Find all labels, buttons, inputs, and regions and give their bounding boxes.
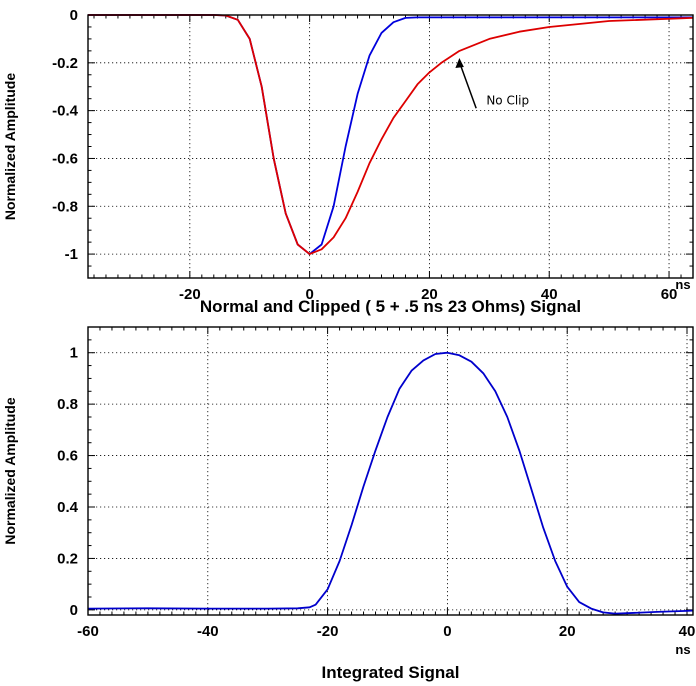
x-tick-label: -20 (179, 286, 201, 303)
x-tick-label: -60 (77, 623, 99, 640)
y-tick-label: 0.8 (57, 396, 78, 413)
x-unit-label: ns (675, 642, 690, 657)
x-tick-label: 0 (305, 286, 313, 303)
annotation-arrow-line (458, 61, 477, 109)
series-line (87, 351, 694, 615)
y-tick-label: -0.6 (52, 150, 78, 167)
x-tick-label: 20 (559, 623, 576, 640)
y-tick-label: 0 (70, 7, 78, 24)
plot-frame (87, 326, 694, 616)
y-tick-label: 0.6 (57, 448, 78, 465)
y-axis-title: Normalized Amplitude (2, 73, 18, 220)
y-tick-label: 0.4 (57, 499, 79, 516)
chart-bottom-integrated-signal: -60 -40 -20 0 20 40 0 0.2 0.4 0.6 0.8 1 ns Integrated… (2, 326, 696, 682)
x-axis-title: Normal and Clipped ( 5 + .5 ns 23 Ohms) … (200, 297, 581, 316)
x-tick-label: 60 (661, 286, 678, 303)
x-unit-label: ns (675, 277, 690, 292)
x-tick-label: -20 (317, 623, 339, 640)
x-tick-label: 0 (443, 623, 451, 640)
x-tick-label: -40 (197, 623, 219, 640)
y-axis-title: Normalized Amplitude (2, 397, 18, 544)
series-line (88, 14, 694, 256)
x-tick-label: 20 (421, 286, 438, 303)
x-axis-title: Integrated Signal (322, 663, 460, 682)
annotation-label: No Clip (486, 94, 529, 108)
annotation-arrow-head (455, 58, 464, 69)
y-tick-label: -0.4 (52, 103, 79, 120)
y-tick-label: 1 (70, 345, 78, 362)
x-tick-label: 40 (679, 623, 696, 640)
y-tick-label: -1 (65, 246, 78, 263)
y-tick-label: 0.2 (57, 550, 78, 567)
plot-frame (87, 14, 694, 279)
chart-top-clipped-signal: -20 0 20 40 60 0 -0.2 -0.4 -0.6 -0.8 -1 ns Normal an… (2, 7, 694, 316)
y-tick-label: 0 (70, 602, 78, 619)
x-tick-label: 40 (541, 286, 558, 303)
y-tick-label: -0.8 (52, 198, 78, 215)
y-tick-label: -0.2 (52, 55, 78, 72)
series-line (88, 14, 693, 256)
